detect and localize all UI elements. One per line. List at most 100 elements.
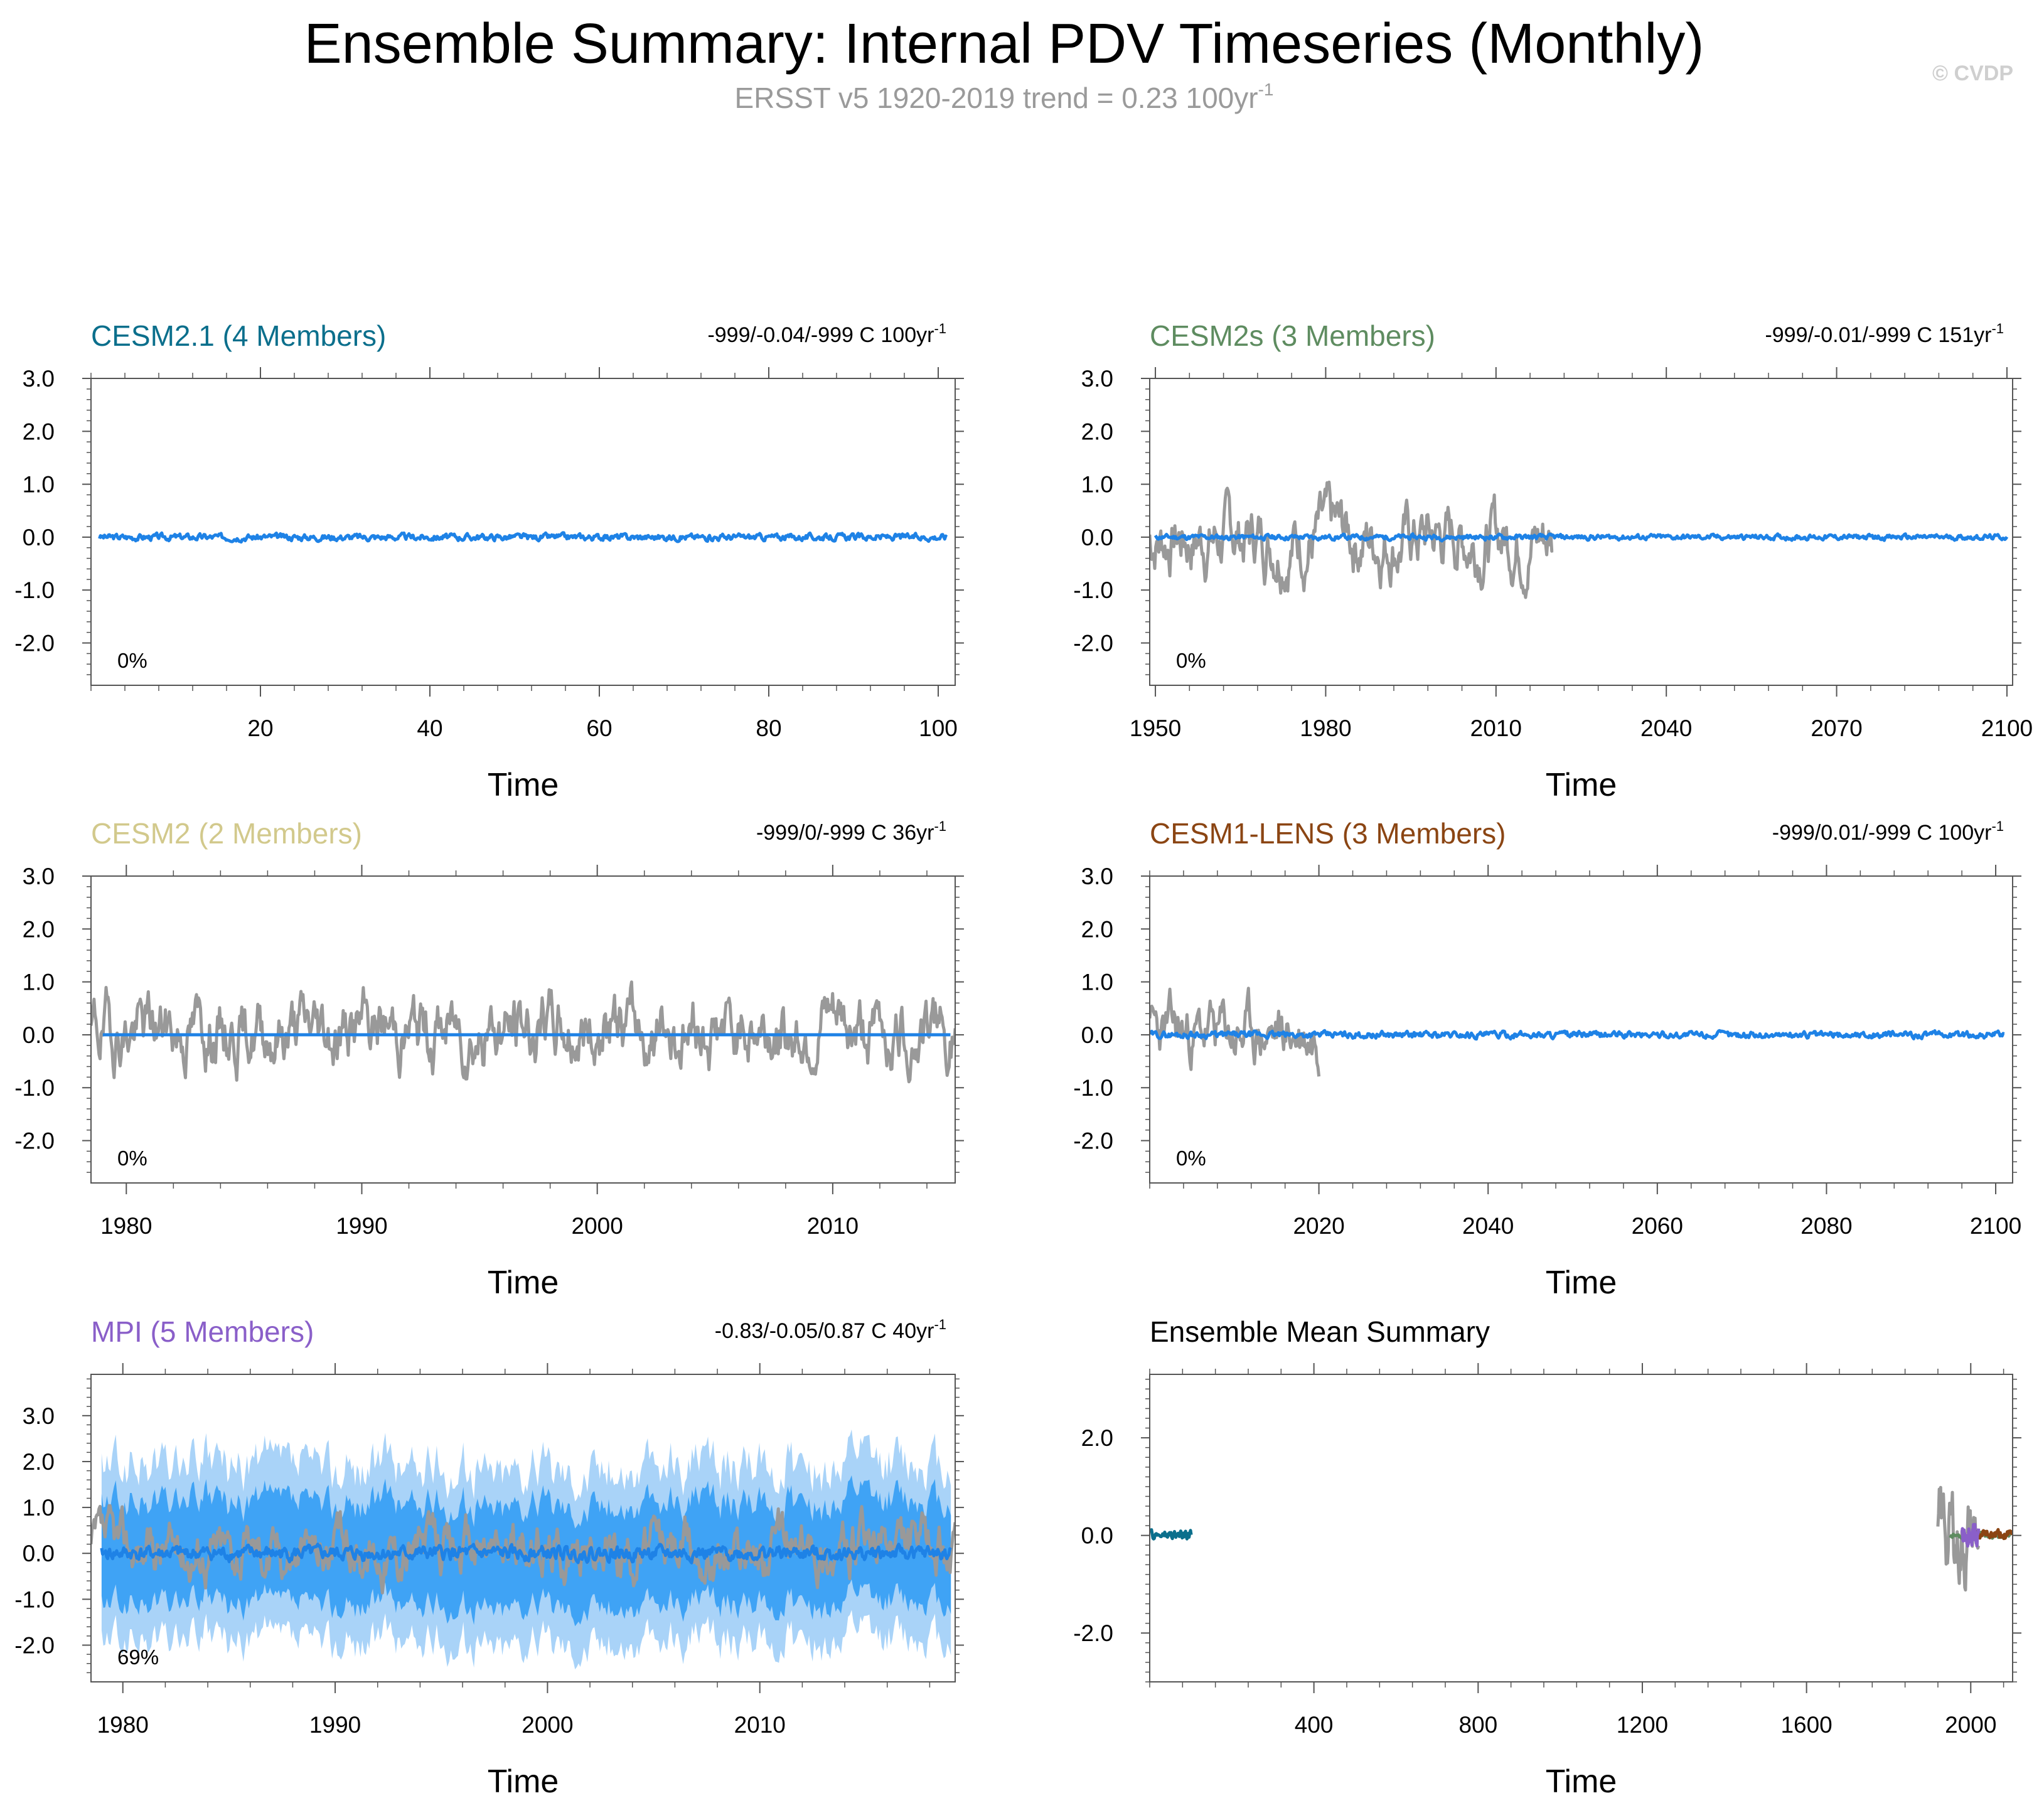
- x-tick-label: 1990: [336, 1213, 387, 1239]
- panel-stat-sup: -1: [934, 321, 946, 336]
- x-tick-label: 2010: [734, 1712, 786, 1738]
- panel-title: CESM1-LENS (3 Members): [1150, 817, 1506, 850]
- y-tick-label: 3.0: [23, 366, 55, 392]
- x-axis-label: Time: [488, 1763, 559, 1800]
- plot-frame: [1149, 875, 2013, 1184]
- x-tick-label: 2000: [522, 1712, 573, 1738]
- x-tick-label: 2020: [1293, 1213, 1344, 1239]
- percent-label: 69%: [117, 1645, 159, 1669]
- series-line-observed: [91, 1504, 955, 1595]
- panel-title: Ensemble Mean Summary: [1150, 1315, 1490, 1348]
- y-tick-label: -1.0: [14, 1075, 55, 1101]
- y-tick-label: 2.0: [23, 419, 55, 444]
- panel-title: CESM2 (2 Members): [91, 817, 362, 850]
- percent-label: 0%: [1176, 649, 1206, 672]
- y-tick-label: 3.0: [1081, 864, 1113, 889]
- figure-title: Ensemble Summary: Internal PDV Timeserie…: [304, 13, 1704, 75]
- panel-mpi: -2.0 -1.0 0.0 1.0 2.0 3.0 1980 1990 2000 2010 MPI …: [14, 1315, 964, 1800]
- y-tick-label: -2.0: [14, 631, 55, 656]
- y-tick-label: 1.0: [1081, 970, 1113, 995]
- panel-stat-main: -999/0.01/-999 C 100yr: [1772, 821, 1992, 845]
- x-tick-label: 100: [919, 715, 958, 741]
- y-tick-label: 0.0: [23, 525, 55, 550]
- y-tick-label: -1.0: [14, 1586, 55, 1612]
- plot-frame: [90, 378, 956, 686]
- x-axis-label: Time: [1546, 1265, 1617, 1301]
- panel-stat: -999/-0.04/-999 C 100yr-1: [707, 321, 946, 347]
- x-tick-label: 1980: [1300, 715, 1351, 741]
- panel-stat-sup: -1: [934, 1317, 946, 1332]
- x-tick-label: 1950: [1130, 715, 1181, 741]
- x-axis-label: Time: [1546, 767, 1617, 803]
- plot-frame: [90, 1374, 956, 1682]
- x-tick-label: 800: [1458, 1712, 1497, 1738]
- series-line-ensemble-mean: [100, 1543, 952, 1565]
- y-tick-label: 3.0: [1081, 366, 1113, 392]
- plot-frame: [90, 875, 956, 1184]
- y-tick-label: 2.0: [23, 916, 55, 942]
- plot-area-summary: [1150, 1485, 2013, 1592]
- y-tick-label: 0.0: [1081, 1022, 1113, 1048]
- figure-subtitle: ERSST v5 1920-2019 trend = 0.23 100yr-1: [735, 80, 1274, 114]
- y-tick-label: 1.0: [1081, 472, 1113, 498]
- panel-title: MPI (5 Members): [91, 1315, 314, 1348]
- plot-area-cesm21: [98, 531, 948, 544]
- x-tick-label: 20: [247, 715, 273, 741]
- y-tick-label: -1.0: [14, 577, 55, 603]
- credit-watermark: © CVDP: [1932, 62, 2013, 85]
- y-tick-label: 2.0: [1081, 916, 1113, 942]
- x-tick-label: 1980: [97, 1712, 149, 1738]
- series-line-mpi: [1961, 1522, 1981, 1548]
- panel-title: CESM2.1 (4 Members): [91, 319, 386, 352]
- panel-title: CESM2s (3 Members): [1150, 319, 1435, 352]
- y-tick-label: 3.0: [23, 1403, 55, 1429]
- plot-frame: [1149, 378, 2013, 686]
- y-tick-label: -2.0: [1073, 1128, 1113, 1154]
- panel-stat-sup: -1: [934, 818, 946, 834]
- panel-cesm2s: -2.0 -1.0 0.0 1.0 2.0 3.0 1950 1980 2010 2040 2070…: [1073, 319, 2033, 803]
- panel-stat: -0.83/-0.05/0.87 C 40yr-1: [715, 1317, 946, 1343]
- series-line-ensemble-mean: [1150, 1029, 2005, 1041]
- x-tick-label: 2070: [1811, 715, 1862, 741]
- x-tick-label: 1990: [309, 1712, 361, 1738]
- series-line-ensemble-mean: [1153, 532, 2009, 543]
- percent-label: 0%: [117, 1147, 147, 1170]
- x-axis-label: Time: [488, 1265, 559, 1301]
- plot-area-cesm2s: [1150, 480, 2009, 599]
- spread-inner-band: [101, 1475, 951, 1627]
- y-tick-label: 1.0: [23, 1495, 55, 1521]
- x-tick-label: 2000: [1945, 1712, 1996, 1738]
- x-tick-label: 2040: [1462, 1213, 1514, 1239]
- series-line-ensemble-mean: [98, 531, 948, 544]
- panel-cesm2: -2.0 -1.0 0.0 1.0 2.0 3.0 1980 1990 2000 2010 CESM…: [14, 817, 964, 1301]
- x-tick-label: 80: [756, 715, 781, 741]
- plot-area-cesm1lens: [1150, 987, 2005, 1077]
- x-axis-label: Time: [488, 767, 559, 803]
- panel-stat: -999/0.01/-999 C 100yr-1: [1772, 818, 2004, 845]
- panel-stat: -999/0/-999 C 36yr-1: [756, 818, 946, 845]
- panel-stat-sup: -1: [1991, 818, 2004, 834]
- y-tick-label: 0.0: [23, 1022, 55, 1048]
- y-tick-label: 3.0: [23, 864, 55, 889]
- y-tick-label: -2.0: [14, 1128, 55, 1154]
- panel-stat-main: -0.83/-0.05/0.87 C 40yr: [715, 1319, 934, 1343]
- panel-stat-sup: -1: [1991, 321, 2004, 336]
- y-tick-label: 0.0: [23, 1541, 55, 1566]
- x-tick-label: 1200: [1617, 1712, 1668, 1738]
- plot-area-cesm2: [91, 980, 955, 1084]
- x-tick-label: 40: [417, 715, 442, 741]
- figure-subtitle-main: ERSST v5 1920-2019 trend = 0.23 100yr: [735, 82, 1258, 114]
- x-tick-label: 2080: [1801, 1213, 1852, 1239]
- figure-subtitle-sup: -1: [1258, 80, 1274, 99]
- percent-label: 0%: [1176, 1147, 1206, 1170]
- panel-stat-main: -999/-0.01/-999 C 151yr: [1765, 323, 1991, 347]
- x-tick-label: 1600: [1780, 1712, 1832, 1738]
- panel-cesm21: -2.0 -1.0 0.0 1.0 2.0 3.0 20 40 60 80 100 CESM2.1 (…: [14, 319, 964, 803]
- x-tick-label: 60: [586, 715, 612, 741]
- x-tick-label: 2000: [572, 1213, 623, 1239]
- series-line-observed: [91, 980, 955, 1084]
- plot-frame: [1149, 1374, 2013, 1682]
- x-tick-label: 2010: [807, 1213, 859, 1239]
